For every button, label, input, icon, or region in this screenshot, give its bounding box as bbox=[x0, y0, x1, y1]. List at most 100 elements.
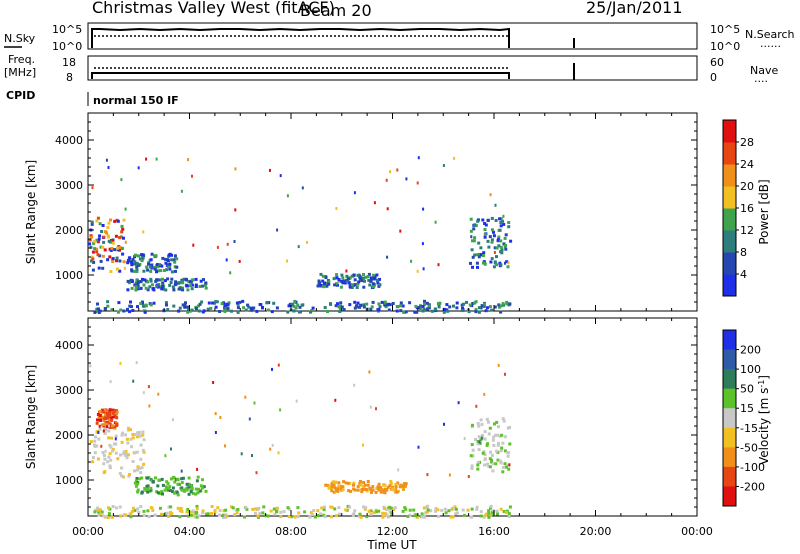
echo-cell bbox=[476, 422, 480, 425]
echo-cell bbox=[205, 512, 209, 516]
echo-cell bbox=[479, 438, 483, 442]
echo-cell bbox=[434, 220, 437, 224]
echo-cell bbox=[455, 301, 459, 305]
echo-cell bbox=[91, 250, 95, 254]
echo-cell bbox=[380, 488, 384, 492]
echo-cell bbox=[120, 440, 124, 444]
echo-cell bbox=[192, 243, 195, 247]
echo-cell bbox=[492, 444, 496, 447]
echo-cell bbox=[145, 265, 149, 269]
echo-cell bbox=[171, 486, 175, 490]
echo-cell bbox=[110, 424, 114, 428]
echo-cell bbox=[95, 444, 99, 448]
echo-cell bbox=[190, 287, 194, 291]
echo-cell bbox=[125, 456, 129, 460]
echo-cell bbox=[301, 303, 305, 307]
echo-cell bbox=[369, 512, 373, 516]
echo-cell bbox=[104, 449, 107, 453]
echo-cell bbox=[350, 283, 354, 287]
echo-cell bbox=[306, 240, 309, 244]
echo-cell bbox=[344, 481, 348, 485]
echo-cell bbox=[142, 391, 145, 395]
echo-cell bbox=[97, 437, 101, 441]
echo-cell bbox=[113, 219, 117, 223]
echo-cell bbox=[197, 514, 201, 518]
echo-cell bbox=[130, 286, 134, 290]
echo-cell bbox=[322, 508, 326, 512]
echo-cell bbox=[472, 227, 476, 231]
echo-cell bbox=[180, 286, 184, 290]
echo-cell bbox=[201, 509, 205, 513]
echo-cell bbox=[443, 307, 447, 311]
power-y-axis: 1000 2000 3000 4000 bbox=[55, 113, 698, 311]
echo-cell bbox=[357, 280, 361, 284]
echo-cell bbox=[106, 516, 110, 519]
echo-cell bbox=[262, 505, 266, 509]
echo-cell bbox=[425, 301, 429, 305]
echo-cell bbox=[275, 506, 279, 510]
echo-cell bbox=[91, 456, 95, 459]
echo-cell bbox=[126, 259, 130, 262]
echo-cell bbox=[490, 257, 494, 261]
echo-cell bbox=[383, 512, 387, 516]
echo-cell bbox=[335, 207, 338, 210]
echo-cell bbox=[366, 480, 370, 483]
echo-cell bbox=[383, 491, 387, 494]
freq-line bbox=[91, 72, 510, 79]
echo-cell bbox=[135, 450, 139, 454]
echo-cell bbox=[114, 451, 118, 455]
echo-cell bbox=[178, 509, 182, 512]
y-tick-label: 4000 bbox=[55, 134, 83, 147]
echo-cell bbox=[135, 477, 139, 480]
echo-cell bbox=[111, 241, 115, 245]
echo-cell bbox=[335, 282, 339, 286]
echo-cell bbox=[186, 288, 190, 292]
echo-cell bbox=[502, 303, 506, 307]
echo-cell bbox=[149, 269, 153, 273]
echo-cell bbox=[294, 306, 298, 310]
echo-cell bbox=[367, 509, 371, 513]
echo-cell bbox=[189, 510, 193, 514]
echo-cell bbox=[103, 409, 107, 412]
echo-cell bbox=[338, 307, 342, 311]
echo-cell bbox=[109, 380, 112, 384]
echo-cell bbox=[180, 488, 184, 492]
echo-cell bbox=[136, 283, 140, 287]
echo-cell bbox=[199, 279, 203, 283]
echo-cell bbox=[180, 469, 183, 473]
echo-cell bbox=[149, 277, 153, 281]
echo-cell bbox=[337, 278, 341, 281]
nsky-right-top-tick: 10^5 bbox=[710, 23, 740, 36]
echo-cell bbox=[437, 263, 440, 267]
echo-cell bbox=[324, 276, 328, 279]
velocity-ylabel: Slant Range [km] bbox=[24, 365, 38, 469]
echo-cell bbox=[336, 487, 340, 491]
echo-cell bbox=[338, 512, 342, 516]
echo-cell bbox=[350, 286, 354, 289]
echo-cell bbox=[369, 509, 373, 513]
echo-cell bbox=[204, 281, 208, 285]
echo-cell bbox=[448, 473, 451, 477]
echo-cell bbox=[377, 482, 381, 486]
echo-cell bbox=[105, 422, 109, 426]
echo-cell bbox=[276, 228, 279, 232]
echo-cell bbox=[226, 242, 229, 246]
echo-cell bbox=[132, 379, 135, 383]
echo-cell bbox=[120, 178, 123, 182]
echo-cell bbox=[363, 279, 366, 283]
echo-cell bbox=[337, 481, 341, 485]
echo-cell bbox=[272, 507, 276, 511]
echo-cell bbox=[468, 303, 472, 307]
echo-cell bbox=[317, 279, 321, 283]
echo-cell bbox=[344, 508, 348, 512]
echo-cell bbox=[269, 447, 272, 451]
echo-cell bbox=[103, 248, 107, 252]
echo-cell bbox=[493, 422, 496, 426]
echo-cell bbox=[142, 514, 146, 517]
echo-cell bbox=[141, 253, 145, 257]
echo-cell bbox=[143, 487, 147, 490]
echo-cell bbox=[130, 263, 134, 267]
echo-cell bbox=[492, 265, 496, 269]
echo-cell bbox=[108, 411, 112, 415]
echo-cell bbox=[297, 511, 301, 515]
